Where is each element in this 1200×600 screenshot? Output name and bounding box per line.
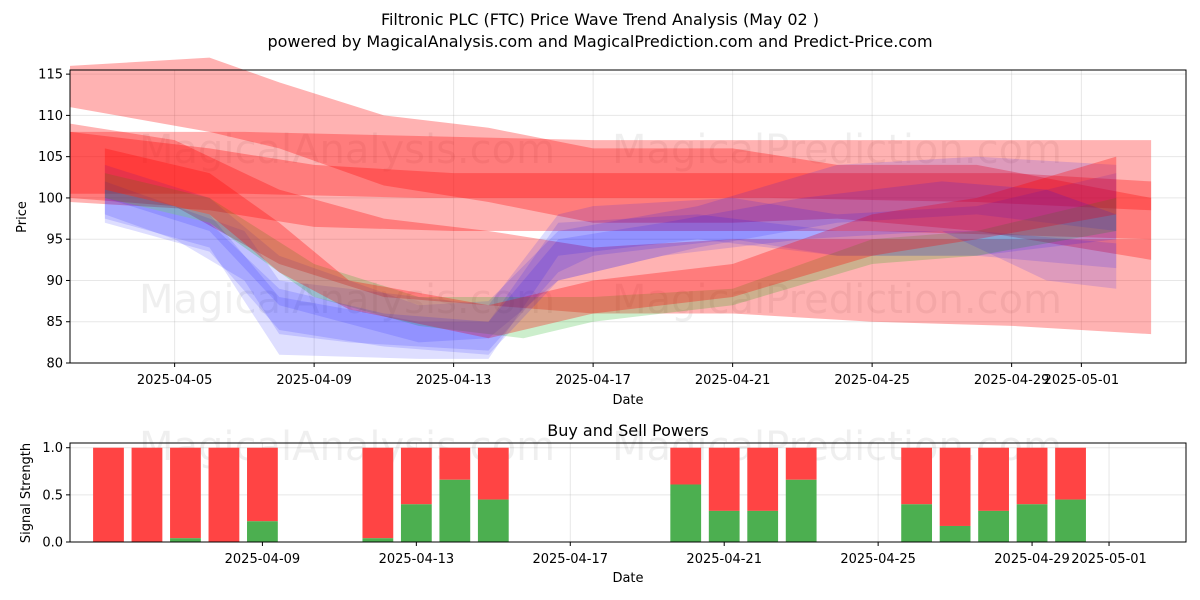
blue-wave-band — [104, 181, 1117, 355]
signal-y-tick-label: 0.0 — [42, 536, 63, 551]
price-bands — [70, 57, 1152, 359]
sell-power-bar — [439, 447, 471, 480]
price-x-tick-label: 2025-04-21 — [695, 373, 771, 388]
signal-x-tick-label: 2025-05-01 — [1071, 552, 1147, 567]
chart-subtitle: powered by MagicalAnalysis.com and Magic… — [267, 32, 932, 51]
sell-power-bar — [1016, 447, 1048, 505]
buy-power-bar — [400, 504, 432, 542]
sell-power-bar — [208, 447, 240, 542]
watermark: MagicalPrediction.com — [612, 127, 1062, 173]
price-x-tick-label: 2025-04-25 — [834, 373, 910, 388]
watermark: MagicalPrediction.com — [612, 277, 1062, 323]
price-x-tick-label: 2025-04-09 — [276, 373, 352, 388]
sell-power-bar — [93, 447, 124, 542]
price-y-tick-label: 95 — [46, 233, 63, 248]
sell-power-bar — [247, 447, 278, 522]
price-panel: MagicalAnalysis.com MagicalPrediction.co… — [15, 57, 1187, 408]
red-wave-band — [70, 131, 1152, 240]
sell-power-bar — [670, 447, 702, 485]
signal-x-tick-label: 2025-04-09 — [225, 552, 301, 567]
signal-x-tick-label: 2025-04-25 — [840, 552, 916, 567]
sell-power-bar — [400, 447, 432, 505]
price-x-tick-label: 2025-04-29 — [974, 373, 1050, 388]
sell-power-bar — [785, 447, 817, 480]
price-x-tick-label: 2025-04-13 — [416, 373, 492, 388]
signal-x-tick-label: 2025-04-17 — [532, 552, 608, 567]
signal-panel: Buy and Sell Powers MagicalAnalysis.com … — [19, 421, 1187, 586]
sell-power-bar — [1055, 447, 1086, 500]
price-y-tick-label: 90 — [46, 274, 63, 289]
buy-power-bar — [477, 499, 509, 542]
signal-plot-frame — [69, 442, 1187, 543]
buy-power-bar — [247, 521, 278, 542]
watermark: MagicalAnalysis.com — [139, 277, 555, 323]
buy-power-bar — [708, 510, 740, 542]
price-y-tick-label: 110 — [38, 109, 63, 124]
sell-power-bar — [362, 447, 394, 539]
chart-title: Filtronic PLC (FTC) Price Wave Trend Ana… — [381, 10, 819, 29]
blue-wave-band — [104, 189, 1117, 359]
sell-power-bar — [978, 447, 1009, 511]
signal-y-tick-label: 0.5 — [42, 488, 63, 503]
buy-power-bar — [439, 479, 471, 542]
watermark: MagicalAnalysis.com — [139, 127, 555, 173]
signal-x-tick-label: 2025-04-21 — [686, 552, 762, 567]
sell-power-bar — [901, 447, 933, 505]
buy-power-bar — [670, 484, 702, 542]
price-y-tick-label: 85 — [46, 315, 63, 330]
buy-power-bar — [939, 525, 971, 542]
sell-power-bar — [747, 447, 779, 511]
price-plot-frame — [69, 69, 1187, 364]
buy-power-bar — [1055, 499, 1086, 542]
blue-wave-band — [104, 156, 1117, 343]
signal-x-axis-label: Date — [612, 571, 643, 586]
sell-power-bar — [477, 447, 509, 500]
signal-y-tick-label: 1.0 — [42, 441, 63, 456]
signal-x-tick-label: 2025-04-13 — [379, 552, 455, 567]
sell-power-bar — [939, 447, 971, 526]
price-axes: 80 85 90 95 100 105 110 115 2025-04-05 2025-04-09… — [38, 68, 1119, 388]
price-x-tick-label: 2025-04-05 — [137, 373, 213, 388]
sell-power-bar — [131, 447, 163, 542]
buy-power-bar — [362, 538, 394, 542]
red-wave-band — [70, 57, 1152, 260]
buy-power-bar — [1016, 504, 1048, 542]
signal-axes: 0.0 0.5 1.0 2025-04-09 2025-04-13 2025-04-17 2… — [42, 441, 1147, 567]
buy-power-bar — [785, 479, 817, 542]
signal-bars — [93, 447, 1086, 542]
buy-power-bar — [170, 538, 201, 542]
blue-wave-band — [104, 173, 1117, 351]
price-x-tick-label: 2025-05-01 — [1044, 373, 1120, 388]
red-wave-band — [70, 123, 1152, 335]
price-grid — [70, 70, 1186, 364]
price-x-tick-label: 2025-04-17 — [555, 373, 631, 388]
signal-panel-title: Buy and Sell Powers — [547, 421, 709, 440]
signal-x-tick-label: 2025-04-29 — [994, 552, 1070, 567]
price-y-tick-label: 80 — [46, 357, 63, 372]
sell-power-bar — [170, 447, 201, 539]
buy-power-bar — [747, 510, 779, 542]
price-y-tick-label: 115 — [38, 68, 63, 83]
price-y-tick-label: 105 — [38, 150, 63, 165]
signal-y-axis-label: Signal Strength — [19, 443, 34, 543]
red-wave-band — [70, 131, 1152, 211]
buy-power-bar — [978, 510, 1009, 542]
price-y-axis-label: Price — [15, 201, 30, 233]
price-x-axis-label: Date — [612, 393, 643, 408]
buy-power-bar — [901, 504, 933, 542]
red-wave-band — [104, 148, 1117, 339]
green-wave-band — [104, 173, 1117, 339]
price-y-tick-label: 100 — [38, 191, 63, 206]
sell-power-bar — [708, 447, 740, 511]
